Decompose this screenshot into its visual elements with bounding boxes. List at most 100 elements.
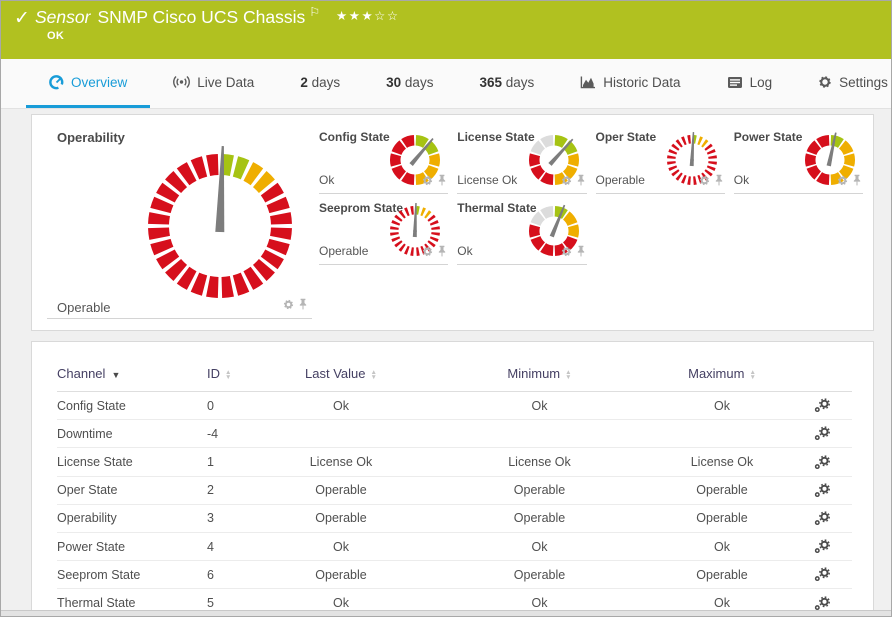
- column-header-id[interactable]: ID ▲ ▼: [207, 362, 255, 392]
- column-header-channel[interactable]: Channel ▼: [57, 362, 207, 392]
- star-filled-icon[interactable]: ★: [348, 9, 362, 23]
- pin-icon[interactable]: [576, 173, 586, 191]
- pin-icon[interactable]: [298, 297, 308, 315]
- minimum-cell: License Ok: [427, 447, 652, 477]
- channel-row-downtime[interactable]: Downtime -4: [57, 419, 852, 449]
- gauge-title: Config State: [319, 130, 390, 144]
- tab-text: Historic Data: [603, 74, 681, 90]
- channel-settings-icon[interactable]: [813, 567, 831, 582]
- column-label: Minimum: [507, 366, 561, 381]
- operability-gauge[interactable]: [138, 144, 302, 308]
- tab-number: 2: [300, 74, 308, 90]
- gauge-cell-config-state[interactable]: Config State Ok: [319, 130, 449, 194]
- star-empty-icon[interactable]: ☆: [374, 9, 387, 23]
- gauge-cell-actions: [422, 173, 447, 191]
- gear-icon[interactable]: [422, 244, 433, 262]
- pin-icon[interactable]: [714, 173, 724, 191]
- column-header-minimum[interactable]: Minimum ▲ ▼: [427, 362, 652, 392]
- gauge-cell-actions: [561, 173, 586, 191]
- gauge-cell-oper-state[interactable]: Oper State Operable: [595, 130, 725, 194]
- priority-stars[interactable]: ★★★☆☆: [336, 9, 400, 23]
- tab-settings[interactable]: Settings: [795, 59, 891, 108]
- sensor-status-badge: OK: [47, 30, 65, 42]
- gauge-cell-actions: [699, 173, 724, 191]
- tab-2-days[interactable]: 2 days: [277, 59, 363, 108]
- gear-icon[interactable]: [561, 244, 572, 262]
- tab-label: Log: [750, 75, 773, 90]
- maximum-cell: [652, 419, 792, 449]
- tab-live-data[interactable]: Live Data: [150, 59, 277, 108]
- tab-label: 2 days: [300, 75, 340, 90]
- minimum-cell: Operable: [427, 504, 652, 534]
- gauge-cell-license-state[interactable]: License State License Ok: [457, 130, 587, 194]
- maximum-cell: Operable: [652, 504, 792, 534]
- channel-settings-icon[interactable]: [813, 483, 831, 497]
- last-value-cell: Ok: [255, 391, 427, 421]
- gauge-cell-actions: [561, 244, 586, 262]
- tab-text: days: [311, 74, 341, 90]
- column-header-actions[interactable]: [792, 362, 852, 392]
- channel-settings-icon[interactable]: [813, 539, 831, 554]
- gauge-cell-power-state[interactable]: Power State Ok: [733, 130, 863, 194]
- gear-icon[interactable]: [422, 173, 433, 191]
- gauge-title: Thermal State: [457, 201, 537, 215]
- tab-historic-data[interactable]: Historic Data: [557, 59, 703, 108]
- gear-icon[interactable]: [561, 173, 572, 191]
- channel-row-power-state[interactable]: Power State 4 Ok Ok Ok: [57, 532, 852, 562]
- minimum-cell: Operable: [427, 560, 652, 590]
- minimum-cell: Ok: [427, 532, 652, 562]
- gear-icon[interactable]: [837, 173, 848, 191]
- channel-row-oper-state[interactable]: Oper State 2 Operable Operable Operable: [57, 476, 852, 505]
- channel-row-seeprom-state[interactable]: Seeprom State 6 Operable Operable Operable: [57, 560, 852, 590]
- mini-gauges-grid: Config State Ok License State License Ok Ope…: [319, 130, 863, 265]
- pin-icon[interactable]: [852, 173, 862, 191]
- gauge-cell-thermal-state[interactable]: Thermal State Ok: [457, 201, 587, 265]
- horizontal-scrollbar[interactable]: [1, 610, 891, 616]
- star-filled-icon[interactable]: ★: [361, 9, 375, 23]
- gear-icon[interactable]: [283, 297, 294, 315]
- channel-settings-icon[interactable]: [813, 398, 831, 413]
- gauge-title: Seeprom State: [319, 201, 404, 215]
- tab-label: 30 days: [386, 75, 433, 90]
- gauge-title: Power State: [733, 130, 803, 144]
- gauge-value: Operable: [57, 300, 111, 315]
- channel-cell: License State: [57, 447, 207, 477]
- tab-overview[interactable]: Overview: [26, 59, 151, 108]
- sensor-title: SNMP Cisco UCS Chassis: [97, 7, 306, 27]
- tab-label: Overview: [71, 75, 127, 90]
- channel-row-operability[interactable]: Operability 3 Operable Operable Operable: [57, 504, 852, 534]
- channel-cell: Power State: [57, 532, 207, 562]
- id-cell: 0: [207, 391, 255, 421]
- pin-icon[interactable]: [437, 173, 447, 191]
- tab-log[interactable]: Log: [704, 59, 796, 108]
- gauge-title: Operability: [57, 130, 125, 145]
- channel-cell: Oper State: [57, 476, 207, 505]
- gauge-value: Ok: [733, 173, 750, 187]
- channel-settings-icon[interactable]: [813, 426, 831, 441]
- column-header-last-value[interactable]: Last Value ▲ ▼: [255, 362, 427, 392]
- star-filled-icon[interactable]: ★: [336, 9, 349, 23]
- channel-table: Channel ▼ ID ▲ ▼ Last Value ▲ ▼ Minimum ▲ ▼ Maximum…: [57, 362, 852, 616]
- gauge-cell-seeprom-state[interactable]: Seeprom State Operable: [319, 201, 449, 265]
- star-empty-icon[interactable]: ☆: [386, 9, 400, 23]
- minimum-cell: Operable: [427, 476, 652, 505]
- tab-number: 30: [386, 74, 402, 90]
- channel-row-license-state[interactable]: License State 1 License Ok License Ok Licens…: [57, 447, 852, 477]
- channel-row-config-state[interactable]: Config State 0 Ok Ok Ok: [57, 391, 852, 421]
- primary-channel-gauge-cell[interactable]: Operability Operable: [47, 130, 312, 319]
- channel-settings-cell: [792, 447, 852, 477]
- sort-icon: ▲ ▼: [370, 368, 377, 381]
- pin-icon[interactable]: [437, 244, 447, 262]
- channel-settings-icon[interactable]: [813, 511, 831, 526]
- channel-settings-cell: [792, 560, 852, 590]
- tab-30-days[interactable]: 30 days: [363, 59, 456, 108]
- tab-365-days[interactable]: 365 days: [456, 59, 557, 108]
- pin-icon[interactable]: [576, 244, 586, 262]
- channel-cell: Operability: [57, 504, 207, 534]
- gear-icon[interactable]: [699, 173, 710, 191]
- channel-settings-icon[interactable]: [813, 595, 831, 610]
- column-header-maximum[interactable]: Maximum ▲ ▼: [652, 362, 792, 392]
- channel-cell: Seeprom State: [57, 560, 207, 590]
- channel-settings-icon[interactable]: [813, 454, 831, 469]
- last-value-cell: License Ok: [255, 447, 427, 477]
